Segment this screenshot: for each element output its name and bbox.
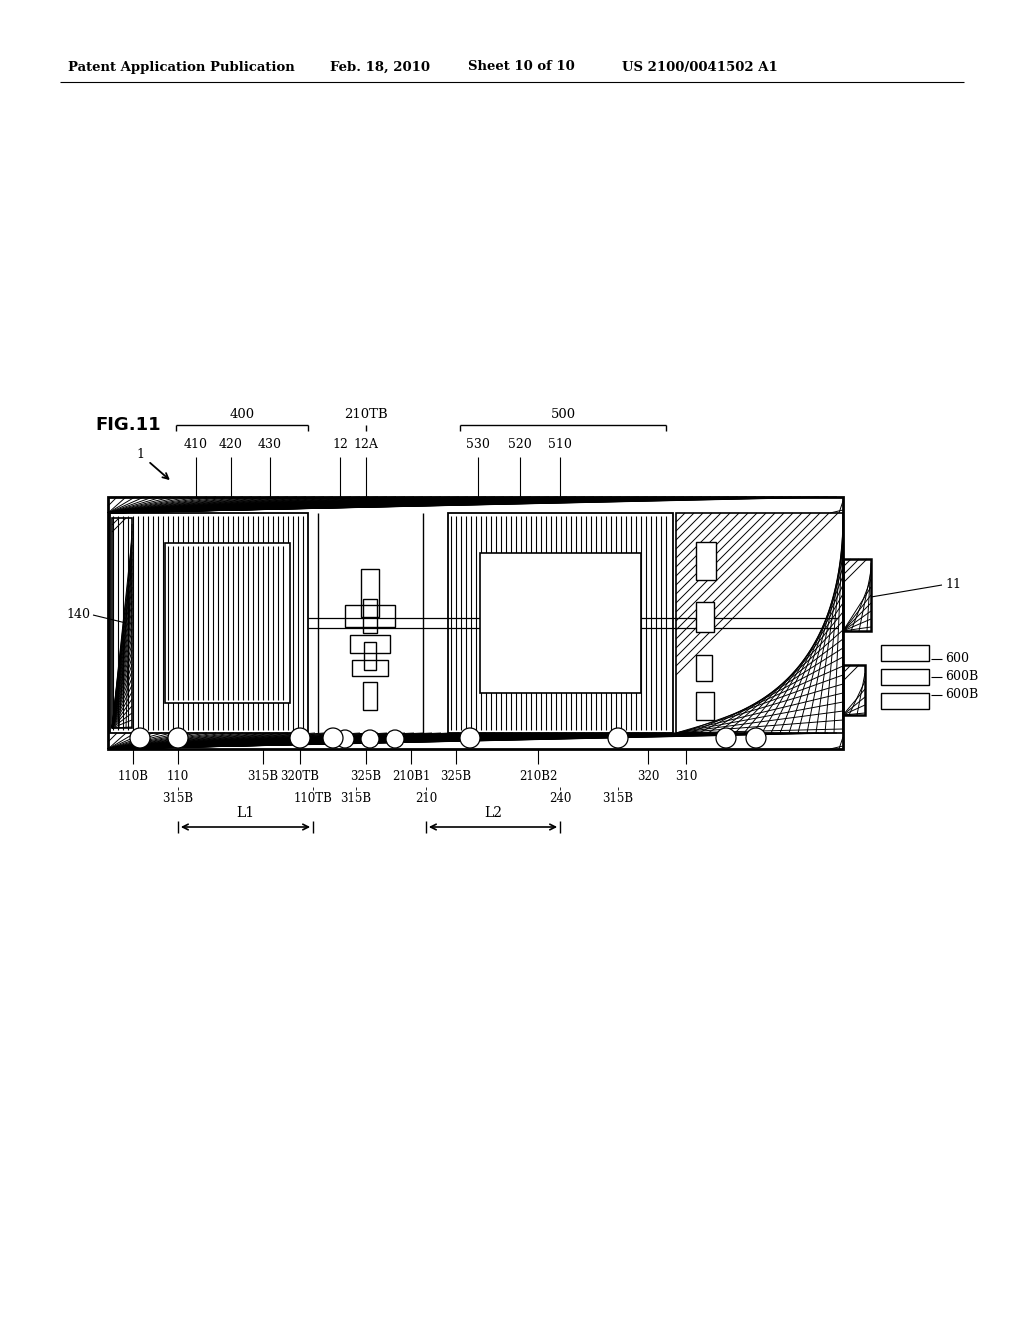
- Text: 210TB: 210TB: [344, 408, 388, 421]
- Bar: [362, 599, 377, 634]
- Text: 530: 530: [466, 438, 489, 451]
- Circle shape: [168, 729, 188, 748]
- Text: 510: 510: [548, 438, 572, 451]
- Bar: [364, 642, 376, 671]
- Circle shape: [290, 729, 310, 748]
- Text: 140: 140: [66, 609, 90, 622]
- Text: 210: 210: [415, 792, 437, 805]
- Text: L2: L2: [484, 807, 502, 820]
- Text: 520: 520: [508, 438, 531, 451]
- Text: 315B: 315B: [163, 792, 194, 805]
- Circle shape: [460, 729, 480, 748]
- Circle shape: [361, 730, 379, 748]
- Text: Patent Application Publication: Patent Application Publication: [68, 61, 295, 74]
- Text: 1: 1: [136, 447, 144, 461]
- Bar: [108, 498, 843, 748]
- Text: 240: 240: [549, 792, 571, 805]
- Text: 110B: 110B: [118, 771, 148, 784]
- Text: 600B: 600B: [945, 671, 978, 684]
- Text: 310: 310: [675, 771, 697, 784]
- Bar: [676, 513, 843, 733]
- Text: 315B: 315B: [248, 771, 279, 784]
- Bar: [345, 605, 395, 627]
- Text: L1: L1: [236, 807, 254, 820]
- Bar: [696, 692, 714, 719]
- Circle shape: [130, 729, 150, 748]
- Bar: [165, 543, 290, 704]
- Text: 320: 320: [637, 771, 659, 784]
- Circle shape: [323, 729, 343, 748]
- Text: 11: 11: [945, 578, 961, 591]
- Bar: [352, 660, 388, 676]
- Text: 600: 600: [945, 652, 969, 665]
- Bar: [696, 602, 714, 632]
- Bar: [881, 645, 929, 661]
- Bar: [362, 682, 377, 710]
- Text: FIG.11: FIG.11: [95, 416, 161, 434]
- Bar: [361, 569, 379, 616]
- Bar: [480, 553, 641, 693]
- Text: 12: 12: [332, 438, 348, 451]
- Circle shape: [386, 730, 404, 748]
- Bar: [843, 665, 865, 715]
- Text: 600B: 600B: [945, 689, 978, 701]
- Circle shape: [608, 729, 628, 748]
- Bar: [112, 517, 132, 729]
- Circle shape: [336, 730, 354, 748]
- Text: 210B2: 210B2: [519, 771, 557, 784]
- Bar: [696, 543, 716, 579]
- Bar: [449, 513, 673, 733]
- Text: 500: 500: [551, 408, 575, 421]
- Text: 400: 400: [229, 408, 255, 421]
- Text: 420: 420: [219, 438, 243, 451]
- Bar: [843, 558, 871, 631]
- Text: 410: 410: [184, 438, 208, 451]
- Text: 12A: 12A: [353, 438, 379, 451]
- Text: US 2100/0041502 A1: US 2100/0041502 A1: [622, 61, 778, 74]
- Bar: [350, 635, 390, 653]
- Bar: [696, 655, 712, 681]
- Text: 320TB: 320TB: [281, 771, 319, 784]
- Circle shape: [716, 729, 736, 748]
- Text: 110: 110: [167, 771, 189, 784]
- Text: 315B: 315B: [602, 792, 634, 805]
- Text: Feb. 18, 2010: Feb. 18, 2010: [330, 61, 430, 74]
- Text: 110TB: 110TB: [294, 792, 333, 805]
- Bar: [881, 669, 929, 685]
- Text: 315B: 315B: [340, 792, 372, 805]
- Text: 325B: 325B: [350, 771, 382, 784]
- Text: 430: 430: [258, 438, 282, 451]
- Circle shape: [746, 729, 766, 748]
- Bar: [110, 513, 308, 733]
- Bar: [881, 693, 929, 709]
- Text: 210B1: 210B1: [392, 771, 430, 784]
- Text: Sheet 10 of 10: Sheet 10 of 10: [468, 61, 574, 74]
- Text: 325B: 325B: [440, 771, 472, 784]
